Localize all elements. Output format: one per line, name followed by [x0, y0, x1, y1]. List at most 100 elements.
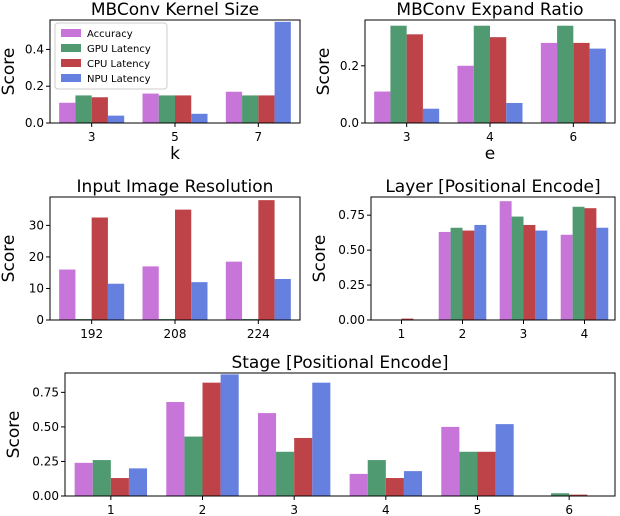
y-tick-label: 0.75	[338, 208, 365, 222]
y-tick-label: 0	[36, 313, 44, 327]
y-tick-label: 0.2	[25, 79, 44, 93]
bar-accuracy-7	[226, 92, 242, 123]
bar-npu-latency-208	[191, 282, 207, 320]
bar-accuracy-3	[258, 413, 276, 496]
bar-gpu-latency-3	[75, 95, 91, 123]
y-tick-label: 0.00	[32, 489, 59, 503]
bar-gpu-latency-4	[573, 207, 585, 320]
x-tick-label: 208	[164, 327, 187, 341]
bar-cpu-latency-6	[573, 43, 589, 123]
x-tick-label: 3	[520, 327, 528, 341]
chart-title: MBConv Kernel Size	[91, 0, 259, 20]
x-tick-label: 1	[107, 503, 115, 516]
bar-gpu-latency-3	[390, 26, 406, 123]
bar-accuracy-2	[166, 402, 184, 496]
y-axis-label: Score	[0, 235, 19, 283]
legend-swatch	[61, 59, 81, 67]
bar-npu-latency-3	[535, 231, 547, 320]
bar-gpu-latency-5	[459, 452, 477, 496]
bar-cpu-latency-224	[258, 200, 274, 320]
bar-npu-latency-3	[423, 109, 439, 123]
bar-gpu-latency-7	[242, 95, 258, 123]
bar-npu-latency-192	[108, 284, 124, 320]
chart-4: 0.00 0.25 0.50 0.75 1 2 3 4 Layer [Positional En…	[310, 177, 615, 341]
x-tick-label: 3	[88, 130, 96, 144]
y-tick-label: 0.0	[340, 116, 359, 130]
bar-gpu-latency-2	[184, 437, 202, 496]
bar-cpu-latency-5	[175, 95, 191, 123]
legend-swatch	[61, 29, 81, 37]
y-axis-label: Score	[314, 48, 334, 96]
bar-cpu-latency-7	[258, 95, 274, 123]
x-tick-label: 7	[255, 130, 263, 144]
x-tick-label: 4	[382, 503, 390, 516]
bar-accuracy-4	[458, 66, 474, 123]
x-tick-label: 1	[398, 327, 406, 341]
bar-cpu-latency-1	[111, 478, 129, 496]
y-axis-label: Score	[310, 235, 330, 283]
y-tick-label: 0.00	[338, 313, 365, 327]
x-tick-label: 4	[581, 327, 589, 341]
bar-gpu-latency-2	[451, 228, 463, 320]
legend-entry: NPU Latency	[87, 74, 151, 85]
y-tick-label: 30	[29, 218, 44, 232]
bar-accuracy-224	[226, 262, 242, 320]
bar-npu-latency-5	[496, 424, 514, 496]
x-tick-label: 4	[486, 130, 494, 144]
bar-accuracy-5	[143, 94, 159, 123]
x-tick-label: 2	[459, 327, 467, 341]
bar-npu-latency-4	[506, 103, 522, 123]
plot-frame	[65, 373, 615, 496]
bar-npu-latency-7	[275, 22, 291, 123]
x-tick-label: 3	[290, 503, 298, 516]
y-tick-label: 0.50	[338, 243, 365, 257]
y-tick-label: 0.25	[338, 278, 365, 292]
bar-cpu-latency-3	[407, 34, 423, 123]
bar-accuracy-4	[350, 474, 368, 496]
bar-gpu-latency-3	[276, 452, 294, 496]
y-tick-label: 0.75	[32, 385, 59, 399]
bar-accuracy-5	[441, 427, 459, 496]
bar-accuracy-3	[374, 92, 390, 123]
y-axis-label: Score	[0, 48, 19, 96]
bar-npu-latency-6	[590, 49, 606, 123]
bar-npu-latency-2	[474, 225, 486, 320]
bar-cpu-latency-4	[386, 478, 404, 496]
x-axis-label: e	[485, 144, 495, 164]
y-axis-label: Score	[4, 411, 24, 459]
legend-entry: CPU Latency	[87, 59, 150, 70]
y-tick-label: 0.25	[32, 454, 59, 468]
chart-title: Stage [Positional Encode]	[231, 353, 448, 373]
chart-2: 0.00.23 4 6MBConv Expand RatioScoree	[314, 0, 615, 164]
x-tick-label: 6	[565, 503, 573, 516]
x-tick-label: 5	[474, 503, 482, 516]
bar-gpu-latency-5	[159, 95, 175, 123]
y-tick-label: 10	[29, 281, 44, 295]
chart-3: 0 10 20 30 192 208 224 Input Image Resolution Sc…	[0, 177, 300, 341]
bar-accuracy-3	[500, 201, 512, 320]
x-tick-label: 192	[80, 327, 103, 341]
bar-accuracy-3	[59, 103, 75, 123]
bar-gpu-latency-3	[512, 217, 524, 320]
legend-entry: Accuracy	[87, 29, 133, 40]
chart-title: Layer [Positional Encode]	[385, 177, 600, 197]
bar-cpu-latency-2	[203, 383, 221, 496]
x-tick-label: 2	[199, 503, 207, 516]
bar-npu-latency-224	[275, 279, 291, 320]
bar-npu-latency-3	[312, 383, 330, 496]
bar-gpu-latency-6	[557, 26, 573, 123]
x-tick-label: 5	[171, 130, 179, 144]
bar-accuracy-192	[59, 270, 75, 320]
bar-npu-latency-4	[596, 228, 608, 320]
bar-npu-latency-1	[129, 468, 147, 496]
x-axis-label: k	[170, 144, 180, 164]
y-tick-label: 0.4	[25, 42, 44, 56]
bar-accuracy-2	[439, 232, 451, 320]
bar-cpu-latency-5	[478, 452, 496, 496]
bar-cpu-latency-3	[524, 225, 536, 320]
bar-gpu-latency-4	[368, 460, 386, 496]
bar-cpu-latency-208	[175, 210, 191, 320]
x-tick-label: 6	[570, 130, 578, 144]
chart-5: 0.00 0.25 0.50 0.75 1 2 3 4 5 6 Stage [Positional …	[4, 353, 615, 516]
bar-npu-latency-5	[191, 114, 207, 123]
